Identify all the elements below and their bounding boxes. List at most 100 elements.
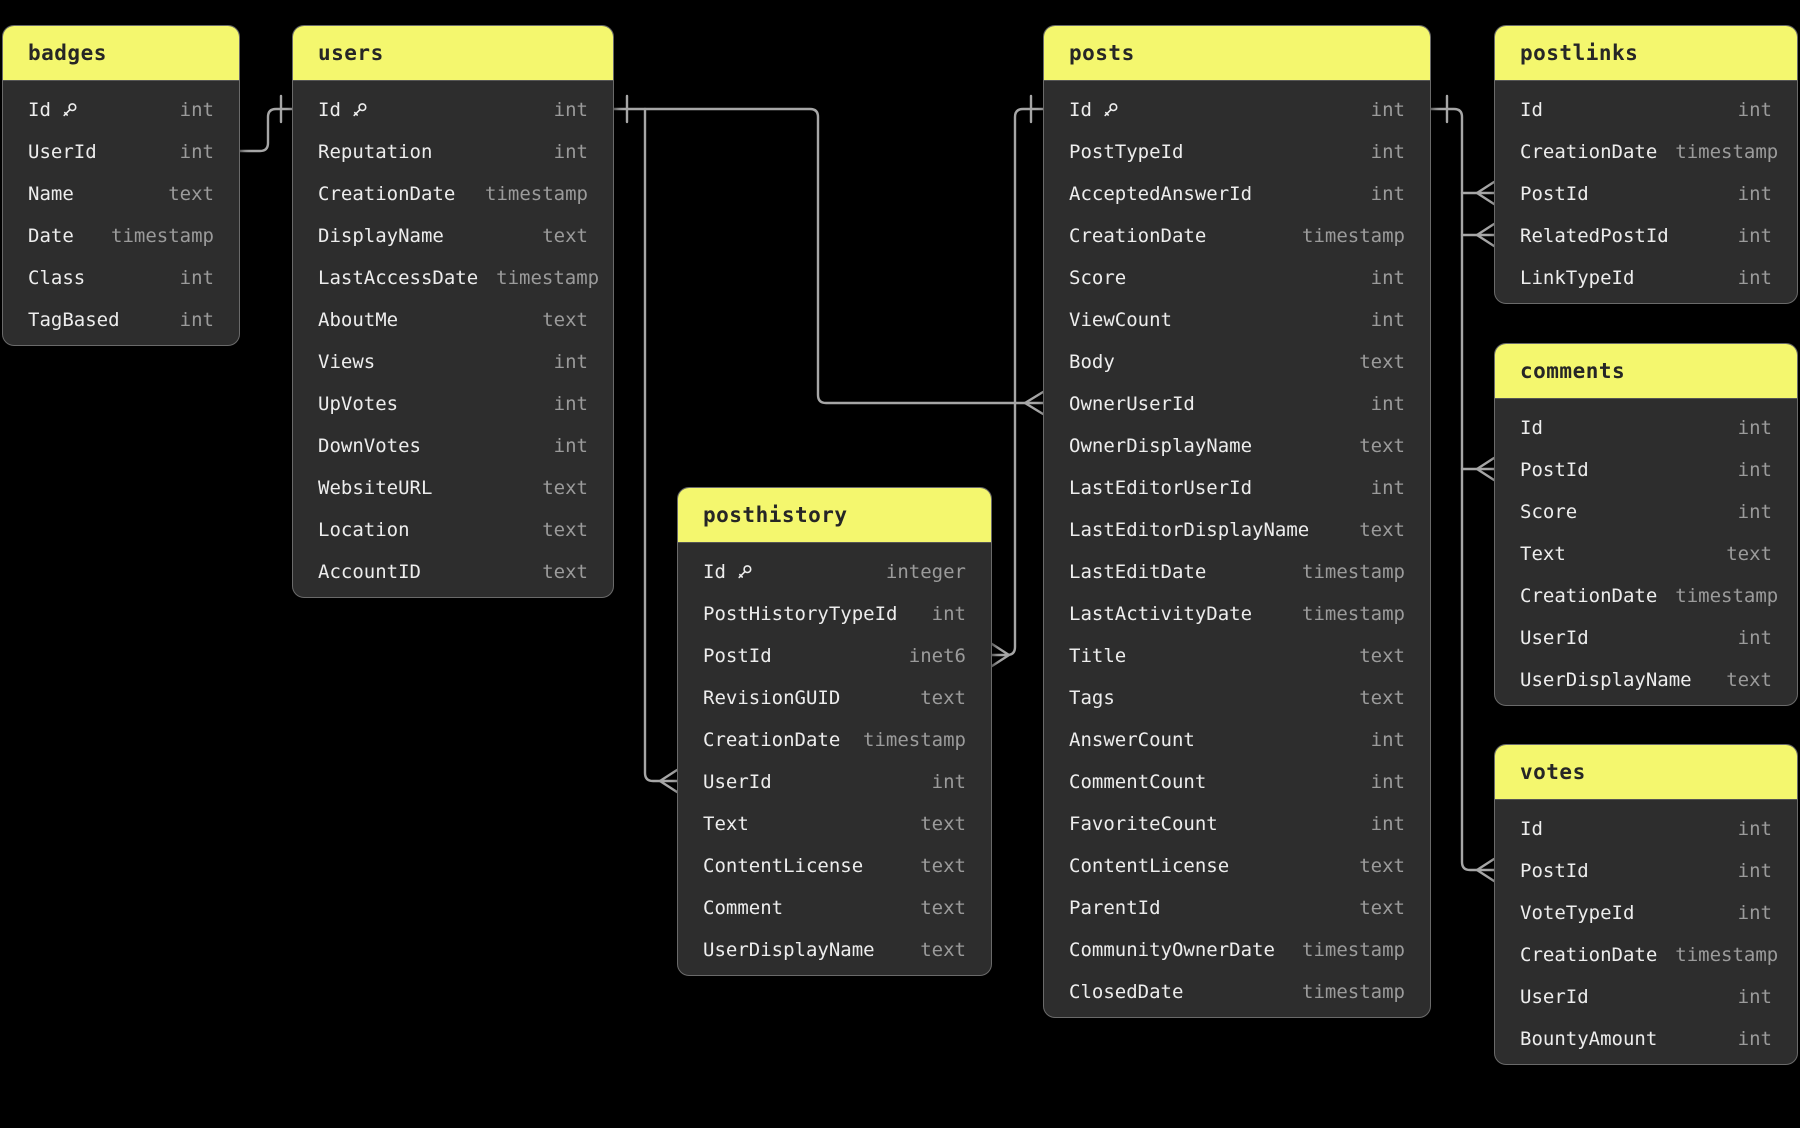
field-row-posts-CreationDate[interactable]: CreationDate timestamp — [1044, 215, 1430, 257]
field-row-posthistory-Text[interactable]: Text text — [678, 803, 991, 845]
field-name: DownVotes — [318, 435, 421, 457]
field-row-posts-LastActivityDate[interactable]: LastActivityDate timestamp — [1044, 593, 1430, 635]
field-row-posts-ViewCount[interactable]: ViewCount int — [1044, 299, 1430, 341]
field-type: timestamp — [1302, 561, 1405, 583]
field-row-posts-Title[interactable]: Title text — [1044, 635, 1430, 677]
table-header-badges[interactable]: badges — [3, 26, 239, 81]
field-row-votes-Id[interactable]: Id int — [1495, 808, 1797, 850]
field-type: int — [553, 99, 588, 121]
field-row-postlinks-RelatedPostId[interactable]: RelatedPostId int — [1495, 215, 1797, 257]
field-row-posthistory-PostId[interactable]: PostId inet6 — [678, 635, 991, 677]
table-comments[interactable]: comments Id int PostId int Score int Text text Cr… — [1494, 343, 1798, 706]
field-name: LinkTypeId — [1520, 267, 1635, 289]
field-row-posts-ClosedDate[interactable]: ClosedDate timestamp — [1044, 971, 1430, 1013]
field-row-users-Reputation[interactable]: Reputation int — [293, 131, 613, 173]
field-row-badges-Name[interactable]: Name text — [3, 173, 239, 215]
field-type: inet6 — [908, 645, 966, 667]
table-users[interactable]: users Id int Reputation int CreationDate times… — [292, 25, 614, 598]
field-row-comments-UserId[interactable]: UserId int — [1495, 617, 1797, 659]
field-name: CommentCount — [1069, 771, 1207, 793]
table-header-votes[interactable]: votes — [1495, 745, 1797, 800]
field-row-comments-UserDisplayName[interactable]: UserDisplayName text — [1495, 659, 1797, 701]
field-row-users-AboutMe[interactable]: AboutMe text — [293, 299, 613, 341]
field-type: int — [931, 603, 966, 625]
field-row-badges-UserId[interactable]: UserId int — [3, 131, 239, 173]
field-type: int — [1737, 501, 1772, 523]
field-name: ViewCount — [1069, 309, 1172, 331]
table-header-posthistory[interactable]: posthistory — [678, 488, 991, 543]
field-row-users-LastAccessDate[interactable]: LastAccessDate timestamp — [293, 257, 613, 299]
field-row-users-AccountID[interactable]: AccountID text — [293, 551, 613, 593]
field-name: Title — [1069, 645, 1127, 667]
field-row-posts-ParentId[interactable]: ParentId text — [1044, 887, 1430, 929]
field-row-posts-FavoriteCount[interactable]: FavoriteCount int — [1044, 803, 1430, 845]
field-row-votes-PostId[interactable]: PostId int — [1495, 850, 1797, 892]
field-row-votes-UserId[interactable]: UserId int — [1495, 976, 1797, 1018]
table-posts[interactable]: posts Id int PostTypeId int AcceptedAnswerId i… — [1043, 25, 1431, 1018]
field-row-posts-LastEditorDisplayName[interactable]: LastEditorDisplayName text — [1044, 509, 1430, 551]
field-row-posts-LastEditDate[interactable]: LastEditDate timestamp — [1044, 551, 1430, 593]
table-badges[interactable]: badges Id int UserId int Name text Date timestam… — [2, 25, 240, 346]
table-header-comments[interactable]: comments — [1495, 344, 1797, 399]
table-posthistory[interactable]: posthistory Id integer PostHistoryTypeId int… — [677, 487, 992, 976]
table-header-posts[interactable]: posts — [1044, 26, 1430, 81]
table-header-users[interactable]: users — [293, 26, 613, 81]
field-name: Id — [703, 561, 726, 583]
field-row-postlinks-Id[interactable]: Id int — [1495, 89, 1797, 131]
field-row-comments-Id[interactable]: Id int — [1495, 407, 1797, 449]
field-row-users-Location[interactable]: Location text — [293, 509, 613, 551]
field-row-postlinks-PostId[interactable]: PostId int — [1495, 173, 1797, 215]
field-row-posthistory-ContentLicense[interactable]: ContentLicense text — [678, 845, 991, 887]
field-row-posts-PostTypeId[interactable]: PostTypeId int — [1044, 131, 1430, 173]
field-row-users-Id[interactable]: Id int — [293, 89, 613, 131]
field-row-posts-Id[interactable]: Id int — [1044, 89, 1430, 131]
field-row-postlinks-LinkTypeId[interactable]: LinkTypeId int — [1495, 257, 1797, 299]
field-row-comments-Score[interactable]: Score int — [1495, 491, 1797, 533]
field-row-users-DisplayName[interactable]: DisplayName text — [293, 215, 613, 257]
field-row-votes-VoteTypeId[interactable]: VoteTypeId int — [1495, 892, 1797, 934]
field-row-comments-CreationDate[interactable]: CreationDate timestamp — [1495, 575, 1797, 617]
field-row-posts-Body[interactable]: Body text — [1044, 341, 1430, 383]
field-type: int — [1370, 813, 1405, 835]
field-name: LastEditDate — [1069, 561, 1207, 583]
field-name: VoteTypeId — [1520, 902, 1635, 924]
field-type: timestamp — [1302, 225, 1405, 247]
field-type: text — [1726, 543, 1772, 565]
field-row-posts-ContentLicense[interactable]: ContentLicense text — [1044, 845, 1430, 887]
field-row-users-WebsiteURL[interactable]: WebsiteURL text — [293, 467, 613, 509]
field-row-posts-Tags[interactable]: Tags text — [1044, 677, 1430, 719]
table-header-postlinks[interactable]: postlinks — [1495, 26, 1797, 81]
field-type: int — [1370, 771, 1405, 793]
field-row-posts-OwnerDisplayName[interactable]: OwnerDisplayName text — [1044, 425, 1430, 467]
field-row-posts-OwnerUserId[interactable]: OwnerUserId int — [1044, 383, 1430, 425]
field-row-posts-CommunityOwnerDate[interactable]: CommunityOwnerDate timestamp — [1044, 929, 1430, 971]
field-row-badges-Id[interactable]: Id int — [3, 89, 239, 131]
field-row-posthistory-RevisionGUID[interactable]: RevisionGUID text — [678, 677, 991, 719]
field-row-posthistory-CreationDate[interactable]: CreationDate timestamp — [678, 719, 991, 761]
field-row-users-CreationDate[interactable]: CreationDate timestamp — [293, 173, 613, 215]
field-row-posts-CommentCount[interactable]: CommentCount int — [1044, 761, 1430, 803]
field-row-posts-Score[interactable]: Score int — [1044, 257, 1430, 299]
field-row-posts-AnswerCount[interactable]: AnswerCount int — [1044, 719, 1430, 761]
field-row-users-UpVotes[interactable]: UpVotes int — [293, 383, 613, 425]
field-row-postlinks-CreationDate[interactable]: CreationDate timestamp — [1495, 131, 1797, 173]
field-row-badges-TagBased[interactable]: TagBased int — [3, 299, 239, 341]
field-row-posthistory-UserDisplayName[interactable]: UserDisplayName text — [678, 929, 991, 971]
table-votes[interactable]: votes Id int PostId int VoteTypeId int Creation… — [1494, 744, 1798, 1065]
field-row-posthistory-PostHistoryTypeId[interactable]: PostHistoryTypeId int — [678, 593, 991, 635]
field-row-posts-AcceptedAnswerId[interactable]: AcceptedAnswerId int — [1044, 173, 1430, 215]
field-row-badges-Date[interactable]: Date timestamp — [3, 215, 239, 257]
field-row-badges-Class[interactable]: Class int — [3, 257, 239, 299]
field-row-comments-PostId[interactable]: PostId int — [1495, 449, 1797, 491]
field-row-posthistory-Comment[interactable]: Comment text — [678, 887, 991, 929]
field-row-posthistory-Id[interactable]: Id integer — [678, 551, 991, 593]
field-row-users-DownVotes[interactable]: DownVotes int — [293, 425, 613, 467]
field-row-comments-Text[interactable]: Text text — [1495, 533, 1797, 575]
field-row-users-Views[interactable]: Views int — [293, 341, 613, 383]
field-row-votes-CreationDate[interactable]: CreationDate timestamp — [1495, 934, 1797, 976]
table-postlinks[interactable]: postlinks Id int CreationDate timestamp PostI… — [1494, 25, 1798, 304]
field-row-posts-LastEditorUserId[interactable]: LastEditorUserId int — [1044, 467, 1430, 509]
field-row-posthistory-UserId[interactable]: UserId int — [678, 761, 991, 803]
field-row-votes-BountyAmount[interactable]: BountyAmount int — [1495, 1018, 1797, 1060]
